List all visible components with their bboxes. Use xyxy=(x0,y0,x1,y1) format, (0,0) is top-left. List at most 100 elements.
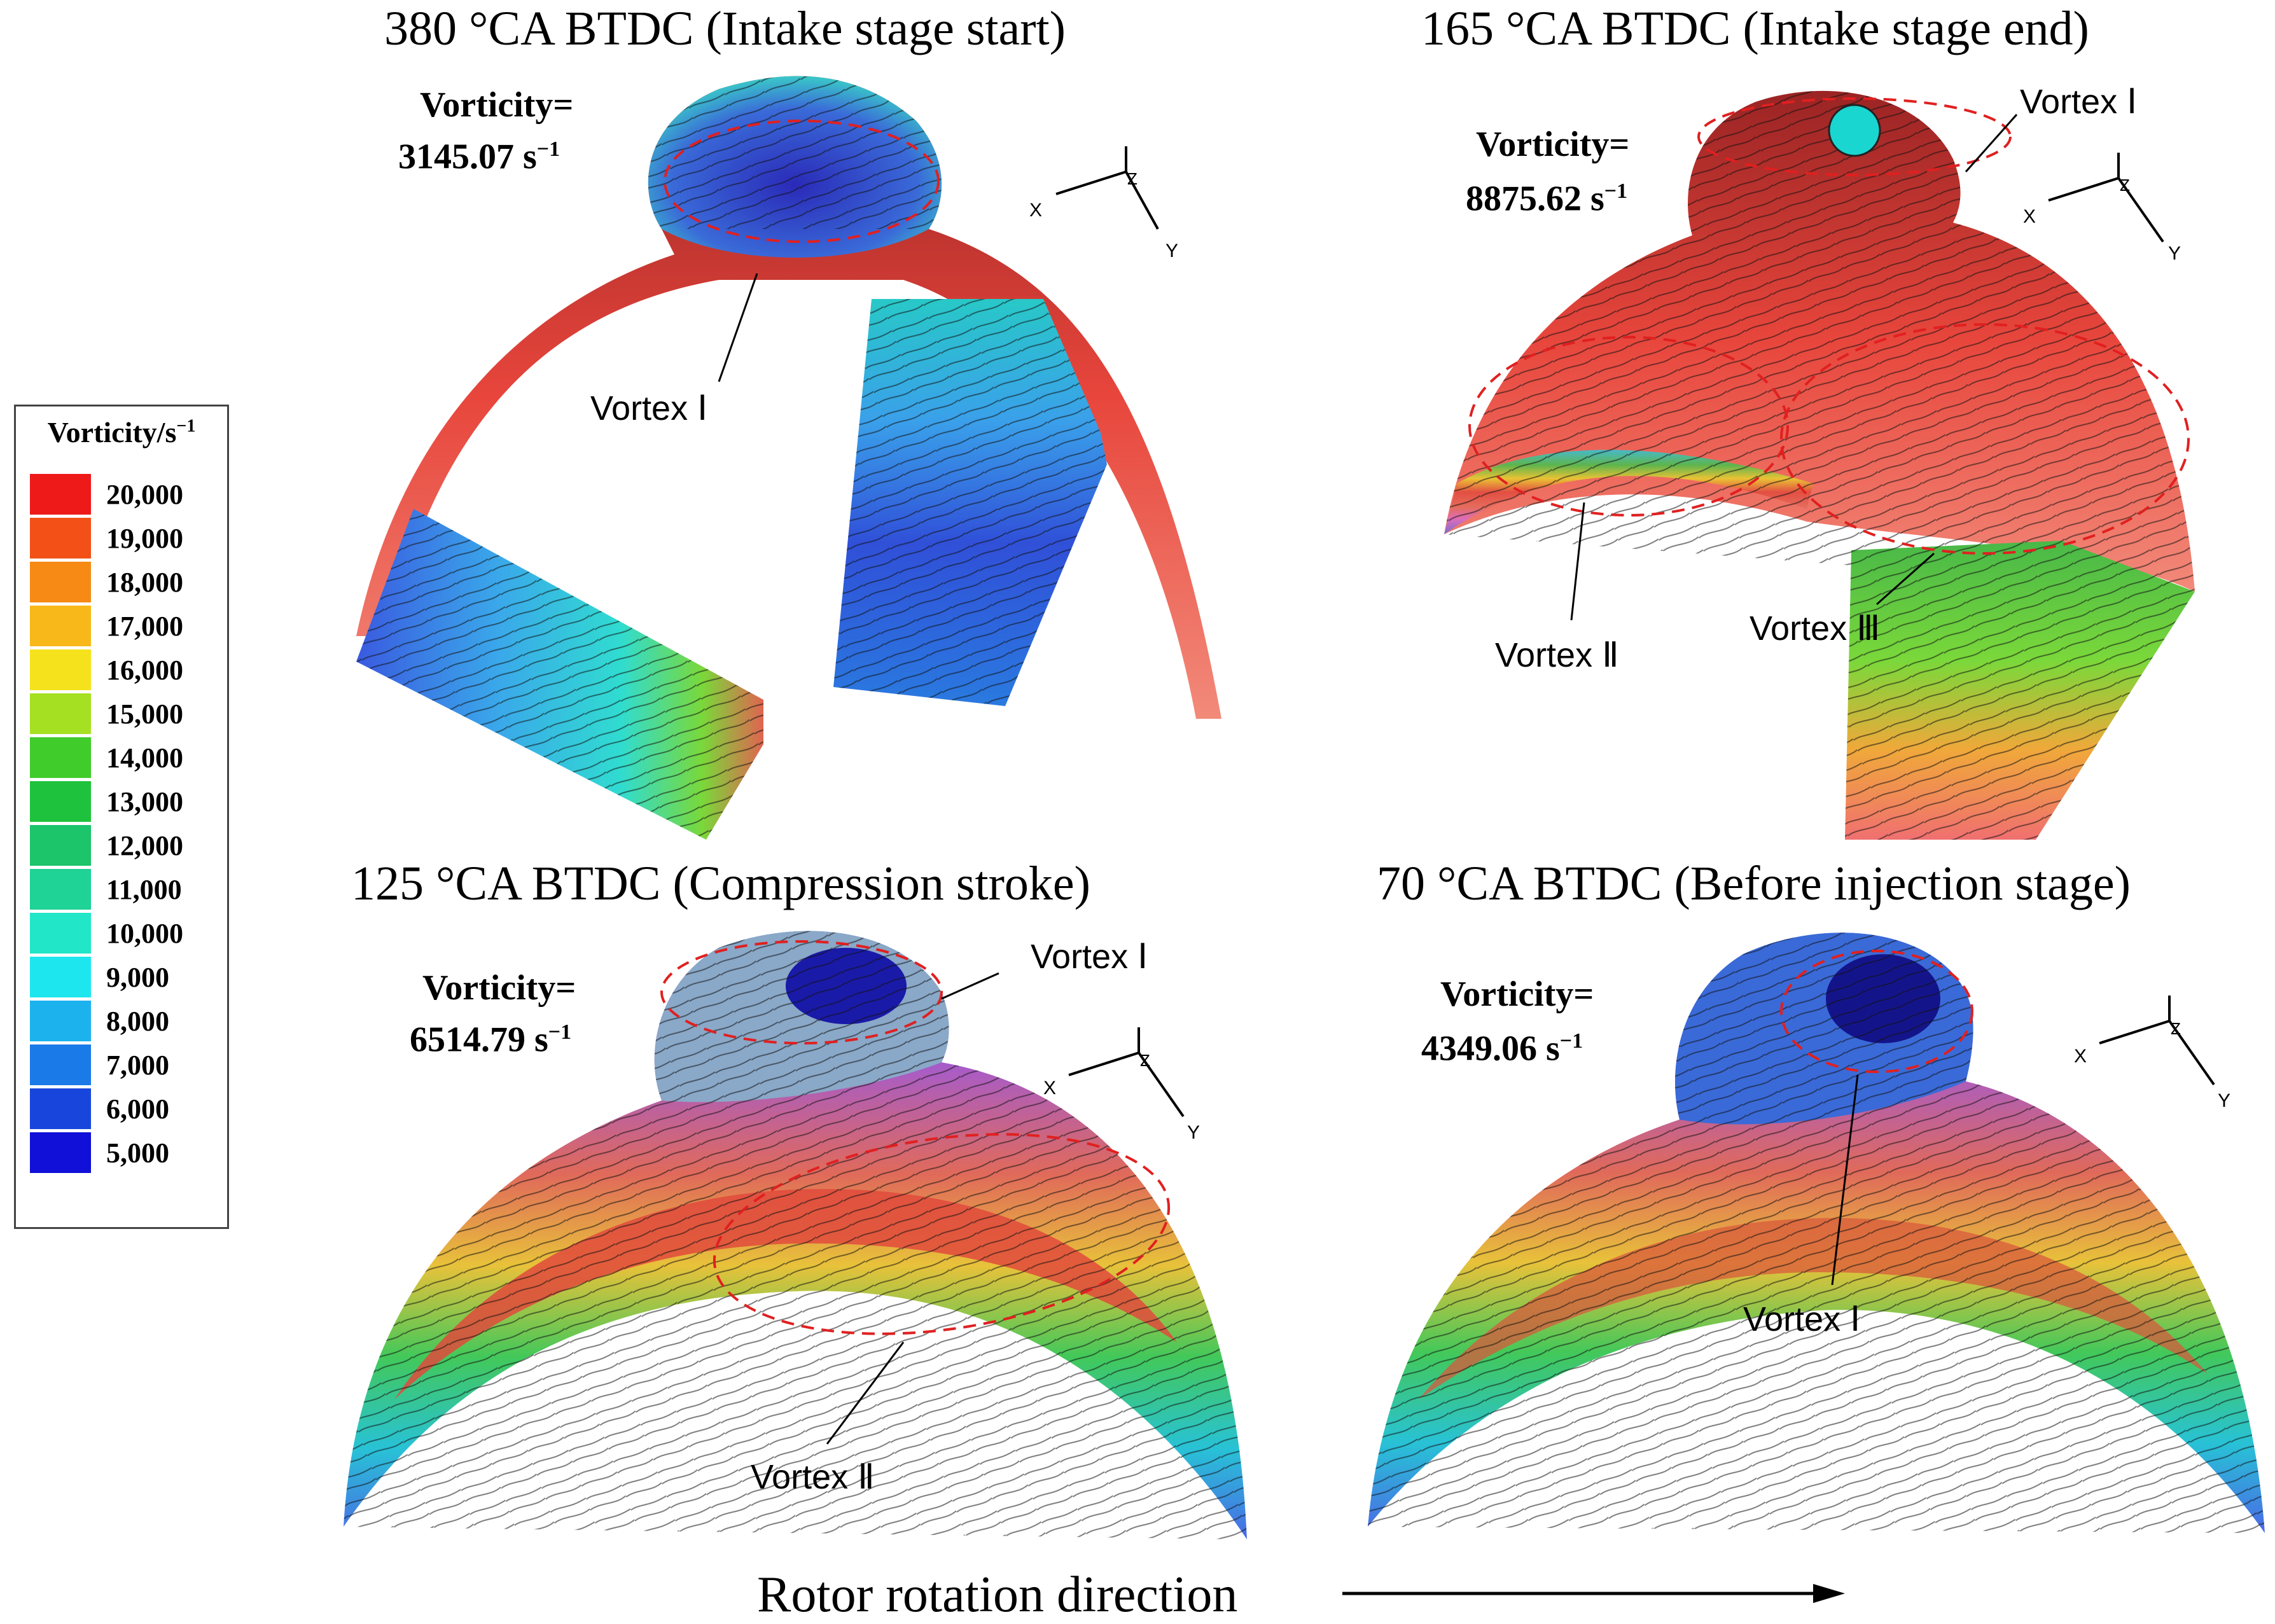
panel-2-geometry: Vortex Ⅰ Vortex Ⅱ Vortex Ⅲ xyxy=(1444,83,2195,840)
legend-item: 8,000 xyxy=(30,1001,227,1041)
legend-swatch xyxy=(30,649,91,690)
panel-2-vortex-2-pointer xyxy=(1570,502,1585,621)
panel-3-axis-z: Z xyxy=(1140,1051,1150,1070)
panel-4-vortex-1-ellipse xyxy=(1780,950,1973,1073)
panel-1-vortex-1-pointer xyxy=(718,273,758,382)
panel-4-vorticity-value: 4349.06 s−1 xyxy=(1421,1029,1583,1069)
panel-4-vortex-1-pointer xyxy=(1831,1074,1859,1286)
legend-item: 11,000 xyxy=(30,869,227,910)
panel-2-axis-x: X xyxy=(2023,206,2036,227)
legend-value: 16,000 xyxy=(106,654,183,686)
panel-2-vortex-2-label: Vortex Ⅱ xyxy=(1495,636,1619,674)
legend-value: 8,000 xyxy=(106,1005,169,1037)
panel-2-vortex-1-ellipse xyxy=(1697,97,2012,176)
panel-4-axis-z: Z xyxy=(2171,1019,2181,1038)
panel-4-axis-y: Y xyxy=(2218,1090,2230,1111)
legend-value: 9,000 xyxy=(106,961,169,993)
rotation-arrow xyxy=(1342,1584,1845,1603)
panel-2-vortex-1-pointer xyxy=(1965,114,2018,172)
panel-4-vorticity-word: Vorticity= xyxy=(1440,975,1594,1014)
panel-4-title: 70 °CA BTDC (Before injection stage) xyxy=(1377,857,2131,910)
panel-3-axis-triad: X Y Z xyxy=(1043,1027,1200,1143)
panel-2-vortex-2-ellipse xyxy=(1468,336,1789,517)
panel-1-vortex-1-ellipse xyxy=(664,120,940,243)
panel-3-vortex-2-pointer xyxy=(826,1342,905,1445)
panel-1-axis-triad: X Y Z xyxy=(1029,146,1178,261)
legend-swatch xyxy=(30,957,91,997)
legend-item: 10,000 xyxy=(30,913,227,954)
legend-item: 14,000 xyxy=(30,737,227,778)
legend-swatch xyxy=(30,693,91,734)
legend-item: 6,000 xyxy=(30,1088,227,1129)
panel-3-vortex-1-ellipse xyxy=(660,940,943,1044)
panel-2-vortex-3-ellipse xyxy=(1780,323,2190,555)
legend-item: 5,000 xyxy=(30,1132,227,1173)
legend-swatch xyxy=(30,1088,91,1129)
panel-1-streamlines-dome xyxy=(648,76,942,229)
panel-1-geometry: Vortex Ⅰ xyxy=(356,76,1221,840)
legend-value: 19,000 xyxy=(106,522,183,554)
legend-value: 12,000 xyxy=(106,829,183,861)
panel-3-vortex-2-label: Vortex Ⅱ xyxy=(751,1458,875,1496)
legend-swatch xyxy=(30,869,91,910)
panel-2-axis-triad: X Y Z xyxy=(2023,153,2181,264)
legend-swatch xyxy=(30,474,91,515)
legend-value: 5,000 xyxy=(106,1137,169,1169)
panel-3-streamlines xyxy=(344,931,1247,1539)
panel-4-axis-x: X xyxy=(2074,1046,2087,1067)
legend-value: 18,000 xyxy=(106,566,183,598)
panel-1-axis-y: Y xyxy=(1165,240,1178,261)
legend-item: 19,000 xyxy=(30,518,227,559)
legend-item: 16,000 xyxy=(30,649,227,690)
panel-3-vortex-1-pointer xyxy=(941,972,999,1000)
panel-3-vortex-1-label: Vortex Ⅰ xyxy=(1031,938,1148,976)
vorticity-legend: Vorticity/s−1 20,000 19,000 18,000 17,000 16… xyxy=(14,405,229,1229)
panel-2-axis-z: Z xyxy=(2120,176,2130,195)
panel-1-vorticity-word: Vorticity= xyxy=(420,85,574,125)
legend-value: 15,000 xyxy=(106,698,183,730)
panel-2-vortex-3-label: Vortex Ⅲ xyxy=(1750,609,1880,648)
legend-swatch xyxy=(30,562,91,602)
legend-item: 15,000 xyxy=(30,693,227,734)
panel-3-title: 125 °CA BTDC (Compression stroke) xyxy=(351,857,1090,910)
panel-2-axis-y: Y xyxy=(2168,243,2181,264)
panel-2-vorticity-word: Vorticity= xyxy=(1476,125,1630,164)
panel-4-streamlines xyxy=(1368,933,2265,1533)
legend-value: 20,000 xyxy=(106,478,183,510)
legend-title: Vorticity/s−1 xyxy=(47,416,196,448)
panel-4-geometry: Vortex Ⅰ xyxy=(1368,933,2265,1533)
panel-2-vortex-1-label: Vortex Ⅰ xyxy=(2020,83,2137,121)
panel-2-vortex-3-pointer xyxy=(1876,552,1935,606)
legend-item: 18,000 xyxy=(30,562,227,602)
rotation-direction-caption: Rotor rotation direction xyxy=(757,1567,1238,1623)
legend-swatch xyxy=(30,518,91,559)
panel-4-axis-triad: X Y Z xyxy=(2074,996,2230,1111)
legend-item: 7,000 xyxy=(30,1044,227,1085)
legend-item: 9,000 xyxy=(30,957,227,997)
legend-swatch xyxy=(30,737,91,778)
legend-value: 13,000 xyxy=(106,786,183,817)
panel-2-vorticity-value: 8875.62 s−1 xyxy=(1466,179,1628,219)
panel-1-axis-x: X xyxy=(1029,200,1042,221)
legend-item: 20,000 xyxy=(30,474,227,515)
panel-1-vorticity-value: 3145.07 s−1 xyxy=(398,137,560,177)
legend-swatch xyxy=(30,1001,91,1041)
legend-value: 10,000 xyxy=(106,917,183,949)
panel-1-axis-z: Z xyxy=(1127,169,1138,188)
panel-4-vortex-1-label: Vortex Ⅰ xyxy=(1743,1300,1860,1338)
panel-2-vortex-1-core xyxy=(1828,104,1881,157)
legend-value: 11,000 xyxy=(106,873,182,905)
legend-swatch xyxy=(30,606,91,646)
panel-1-title: 380 °CA BTDC (Intake stage start) xyxy=(384,2,1066,55)
legend-swatch xyxy=(30,1044,91,1085)
panel-3-geometry: Vortex Ⅰ Vortex Ⅱ xyxy=(344,931,1247,1539)
panel-3-vorticity-value: 6514.79 s−1 xyxy=(410,1020,572,1060)
legend-swatch xyxy=(30,781,91,822)
legend-item: 12,000 xyxy=(30,825,227,866)
panel-2-title: 165 °CA BTDC (Intake stage end) xyxy=(1421,2,2089,55)
panel-3-vortex-2-ellipse xyxy=(713,1133,1171,1335)
legend-swatch xyxy=(30,913,91,954)
legend-swatch xyxy=(30,1132,91,1173)
legend-value: 6,000 xyxy=(106,1093,169,1125)
